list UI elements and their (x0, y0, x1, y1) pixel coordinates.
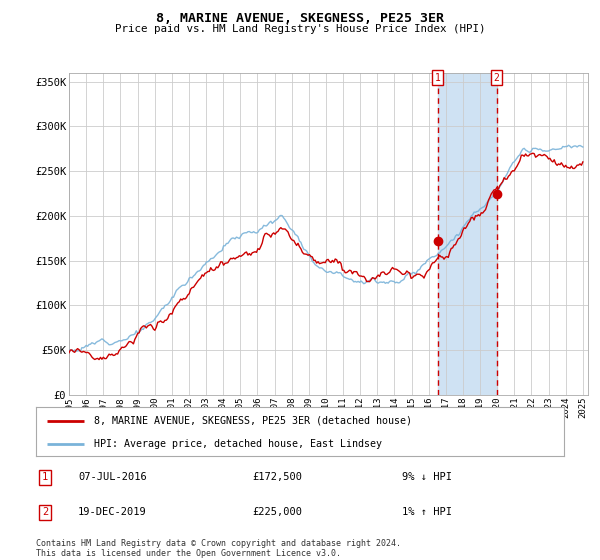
Text: 8, MARINE AVENUE, SKEGNESS, PE25 3ER: 8, MARINE AVENUE, SKEGNESS, PE25 3ER (156, 12, 444, 25)
Text: 19-DEC-2019: 19-DEC-2019 (78, 507, 147, 517)
Text: 1% ↑ HPI: 1% ↑ HPI (402, 507, 452, 517)
Text: 1: 1 (42, 472, 48, 482)
Text: Contains HM Land Registry data © Crown copyright and database right 2024.
This d: Contains HM Land Registry data © Crown c… (36, 539, 401, 558)
Text: £225,000: £225,000 (252, 507, 302, 517)
Bar (437, 73, 497, 395)
Text: 2: 2 (494, 73, 499, 83)
Text: Price paid vs. HM Land Registry's House Price Index (HPI): Price paid vs. HM Land Registry's House … (115, 24, 485, 34)
Text: HPI: Average price, detached house, East Lindsey: HPI: Average price, detached house, East… (94, 439, 382, 449)
Text: £172,500: £172,500 (252, 472, 302, 482)
Text: 07-JUL-2016: 07-JUL-2016 (78, 472, 147, 482)
Text: 8, MARINE AVENUE, SKEGNESS, PE25 3ER (detached house): 8, MARINE AVENUE, SKEGNESS, PE25 3ER (de… (94, 416, 412, 426)
Text: 2: 2 (42, 507, 48, 517)
Text: 1: 1 (434, 73, 440, 83)
Text: 9% ↓ HPI: 9% ↓ HPI (402, 472, 452, 482)
